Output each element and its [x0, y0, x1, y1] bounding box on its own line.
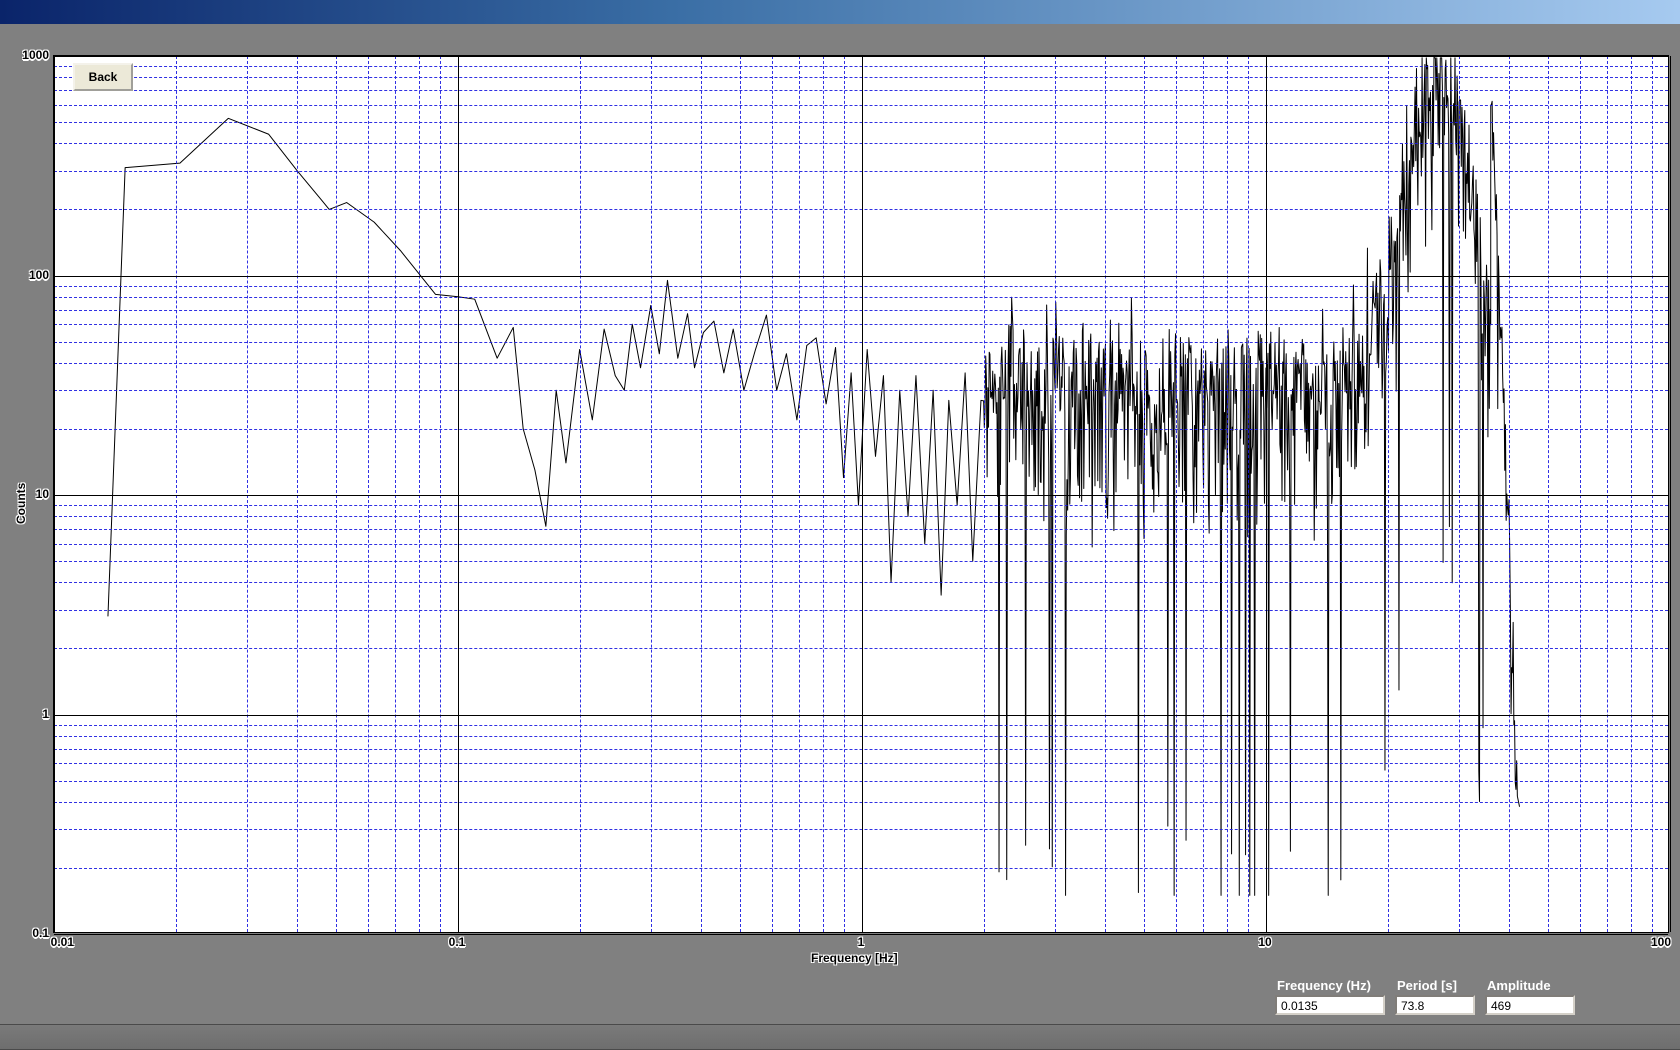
readout-amplitude-label: Amplitude: [1485, 978, 1575, 993]
readout-frequency: Frequency (Hz) 0.0135: [1275, 978, 1385, 1015]
y-axis-label: Counts: [14, 483, 28, 524]
y-tick-0.1: 0.1: [32, 926, 49, 940]
grid-line: [1670, 56, 1671, 932]
status-bar: [0, 1024, 1680, 1050]
spectrum-line: [54, 56, 1670, 934]
main-panel: Back Counts Frequency [Hz] Frequency (Hz…: [0, 24, 1680, 1024]
readout-frequency-value[interactable]: 0.0135: [1275, 995, 1385, 1015]
readout-period-label: Period [s]: [1395, 978, 1475, 993]
y-tick-1000: 1000: [22, 48, 49, 62]
back-button[interactable]: Back: [73, 63, 133, 91]
readout-amplitude: Amplitude 469: [1485, 978, 1575, 1015]
x-tick-0.1: 0.1: [449, 935, 466, 949]
readout-period: Period [s] 73.8: [1395, 978, 1475, 1015]
y-tick-10: 10: [36, 487, 49, 501]
readout-frequency-label: Frequency (Hz): [1275, 978, 1385, 993]
readout-period-value[interactable]: 73.8: [1395, 995, 1475, 1015]
readout-amplitude-value[interactable]: 469: [1485, 995, 1575, 1015]
y-tick-100: 100: [29, 268, 49, 282]
x-tick-10: 10: [1258, 935, 1271, 949]
x-tick-0.01: 0.01: [51, 935, 74, 949]
x-tick-100: 100: [1651, 935, 1671, 949]
x-axis-label: Frequency [Hz]: [811, 951, 898, 965]
spectrum-plot[interactable]: [53, 55, 1669, 933]
x-tick-1: 1: [858, 935, 865, 949]
window-titlebar: [0, 0, 1680, 24]
app-root: Back Counts Frequency [Hz] Frequency (Hz…: [0, 0, 1680, 1050]
y-tick-1: 1: [42, 707, 49, 721]
